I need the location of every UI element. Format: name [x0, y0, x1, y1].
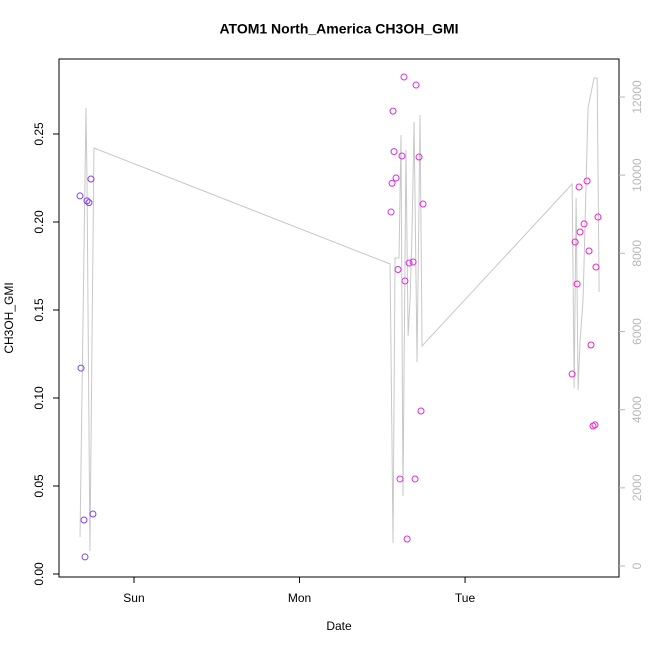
point: [80, 516, 88, 524]
point: [403, 535, 411, 543]
y2-tick-label: 10000: [630, 158, 644, 192]
point: [76, 192, 84, 200]
point: [400, 73, 408, 81]
point: [573, 280, 581, 288]
point: [396, 475, 404, 483]
x-tick-label: Sun: [123, 591, 144, 605]
point: [411, 475, 419, 483]
y2-tick-label: 2000: [630, 474, 644, 501]
chart-title: ATOM1 North_America CH3OH_GMI: [219, 21, 458, 37]
point: [568, 370, 576, 378]
point: [401, 277, 409, 285]
y-tick-label: 0.15: [32, 298, 46, 322]
line: [79, 77, 600, 552]
y2-tick-label: 8000: [630, 240, 644, 267]
point: [392, 174, 400, 182]
point: [591, 421, 599, 429]
point: [394, 266, 402, 274]
point: [571, 238, 579, 246]
point: [576, 228, 584, 236]
point: [388, 179, 396, 187]
y2-tick-label: 0: [630, 562, 644, 569]
y-tick-label: 0.05: [32, 474, 46, 498]
point: [585, 247, 593, 255]
point: [583, 177, 591, 185]
y2-tick-label: 12000: [630, 80, 644, 114]
point: [409, 258, 417, 266]
point: [415, 153, 423, 161]
point: [417, 407, 425, 415]
y2-tick-label: 6000: [630, 318, 644, 345]
y-tick-label: 0.00: [32, 562, 46, 586]
x-axis-label: Date: [326, 619, 352, 633]
point: [77, 364, 85, 372]
point: [87, 175, 95, 183]
point: [412, 81, 420, 89]
y-tick-label: 0.25: [32, 122, 46, 146]
point: [580, 220, 588, 228]
point: [575, 183, 583, 191]
point: [387, 208, 395, 216]
y-axis-label: CH3OH_GMI: [2, 282, 16, 353]
y-tick-label: 0.10: [32, 386, 46, 410]
y-tick-label: 0.20: [32, 210, 46, 234]
point: [390, 148, 398, 156]
point: [405, 259, 413, 267]
point: [89, 510, 97, 518]
point: [85, 199, 93, 207]
point: [419, 200, 427, 208]
point: [389, 107, 397, 115]
x-tick-label: Mon: [288, 591, 311, 605]
point: [398, 152, 406, 160]
y2-tick-label: 4000: [630, 396, 644, 423]
point: [83, 197, 91, 205]
point: [81, 553, 89, 561]
point: [594, 213, 602, 221]
x-tick-label: Tue: [455, 591, 476, 605]
point: [592, 263, 600, 271]
plot-frame: [58, 58, 620, 578]
point: [587, 341, 595, 349]
